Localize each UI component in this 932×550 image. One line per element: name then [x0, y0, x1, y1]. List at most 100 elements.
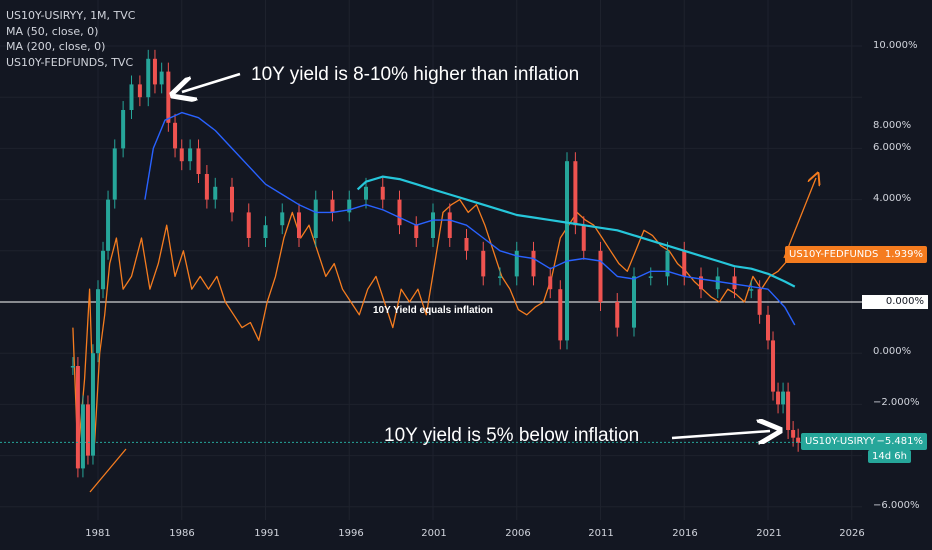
candle-body — [776, 391, 781, 405]
candle-body — [498, 276, 502, 278]
candle-body — [121, 110, 126, 149]
y-tick-label: −6.000% — [873, 500, 920, 511]
candle-body — [699, 276, 703, 290]
candle-body — [313, 199, 318, 238]
arrow-bottom — [671, 431, 770, 438]
legend-line-1[interactable]: US10Y-USIRYY, 1M, TVC — [6, 9, 136, 22]
fedfunds-tag-label: US10Y-FEDFUNDS — [789, 249, 879, 260]
candle-body — [75, 366, 80, 469]
candle-body — [204, 174, 209, 200]
candle-body — [464, 238, 469, 251]
usiryy-tag[interactable]: US10Y-USIRYY −5.481% — [801, 433, 927, 450]
candle-body — [665, 250, 670, 277]
legend-line-3[interactable]: MA (200, close, 0) — [6, 40, 106, 53]
candle-body — [414, 225, 419, 238]
candle-body — [90, 353, 95, 456]
candle-body — [280, 212, 285, 226]
candle-body — [682, 250, 687, 277]
ma200-series — [356, 175, 796, 288]
candle-body — [263, 225, 268, 238]
candle-body — [230, 186, 234, 213]
fedfunds-tag[interactable]: US10Y-FEDFUNDS 1.939% — [785, 246, 927, 263]
candle-body — [297, 212, 301, 238]
candle-body — [573, 161, 578, 226]
candle-body — [615, 302, 620, 328]
candle-body — [632, 276, 636, 328]
candle-body — [447, 212, 452, 238]
fedfunds-line — [72, 198, 794, 457]
candle-body — [791, 430, 796, 438]
candle-body — [70, 366, 75, 368]
candle-body — [732, 276, 737, 290]
candle-body — [173, 122, 178, 149]
candle-body — [757, 289, 762, 315]
candle-body — [330, 199, 335, 213]
annotation-drawings — [89, 72, 816, 493]
candle-body — [101, 250, 106, 290]
ma200-line — [356, 175, 796, 288]
arrow-orange-up — [783, 178, 816, 259]
x-tick-label: 1996 — [338, 528, 364, 539]
candle-body — [246, 212, 251, 238]
candle-body — [146, 58, 151, 98]
candle-body — [648, 276, 653, 278]
usiryy-candles — [70, 49, 801, 478]
candle-body — [786, 391, 791, 430]
y-tick-label: 8.000% — [873, 120, 912, 131]
x-tick-label: 2016 — [672, 528, 698, 539]
candle-body — [514, 250, 519, 277]
x-tick-label: 2026 — [839, 528, 865, 539]
usiryy-tag-value: −5.481% — [876, 436, 923, 447]
candle-body — [565, 161, 569, 341]
candle-body — [581, 225, 586, 251]
candle-body — [380, 186, 385, 200]
candle-body — [531, 250, 536, 277]
candle-body — [166, 71, 171, 123]
y-tick-label: 0.000% — [873, 346, 912, 357]
x-tick-label: 1991 — [254, 528, 280, 539]
ma50-line — [144, 111, 796, 326]
legend-line-4[interactable]: US10Y-FEDFUNDS, TVC — [6, 55, 134, 69]
legend: US10Y-USIRYY, 1M, TVC MA (50, close, 0) … — [6, 8, 135, 70]
x-tick-label: 1981 — [85, 528, 111, 539]
candle-body — [152, 58, 157, 85]
candle-body — [196, 148, 201, 174]
candle-body — [431, 212, 435, 238]
y-tick-label: −2.000% — [873, 397, 920, 408]
candle-body — [397, 199, 402, 226]
candle-body — [481, 250, 486, 277]
fedfunds-tag-value: 1.939% — [884, 249, 923, 260]
trend-line-orange — [89, 448, 127, 493]
candle-body — [85, 404, 90, 456]
candle-body — [347, 199, 352, 213]
zero-value-tag: 0.000% — [862, 295, 928, 309]
candle-body — [129, 84, 134, 110]
arrow-top — [182, 72, 241, 92]
x-tick-label: 2006 — [505, 528, 531, 539]
candle-body — [179, 148, 184, 162]
annotation-zero: 10Y Yield equals inflation — [373, 305, 493, 316]
candle-body — [213, 186, 218, 200]
countdown-tag: 14d 6h — [868, 450, 911, 463]
ma50-series — [144, 111, 796, 326]
annotation-bottom: 10Y yield is 5% below inflation — [384, 425, 640, 446]
fedfunds-series — [72, 198, 794, 457]
candle-body — [766, 314, 770, 341]
candle-body — [715, 276, 720, 290]
candle-body — [771, 340, 776, 392]
y-tick-label: 6.000% — [873, 142, 912, 153]
candle-body — [749, 289, 754, 291]
candle-body — [364, 186, 368, 200]
candle-body — [548, 276, 553, 290]
x-tick-label: 2021 — [756, 528, 782, 539]
candle-body — [96, 289, 100, 354]
usiryy-tag-label: US10Y-USIRYY — [805, 436, 876, 447]
x-tick-label: 2001 — [421, 528, 447, 539]
candle-body — [188, 148, 193, 162]
legend-line-2[interactable]: MA (50, close, 0) — [6, 24, 99, 38]
candle-body — [106, 199, 111, 251]
x-tick-label: 1986 — [169, 528, 195, 539]
x-tick-label: 2011 — [588, 528, 614, 539]
y-tick-label: 4.000% — [873, 193, 912, 204]
